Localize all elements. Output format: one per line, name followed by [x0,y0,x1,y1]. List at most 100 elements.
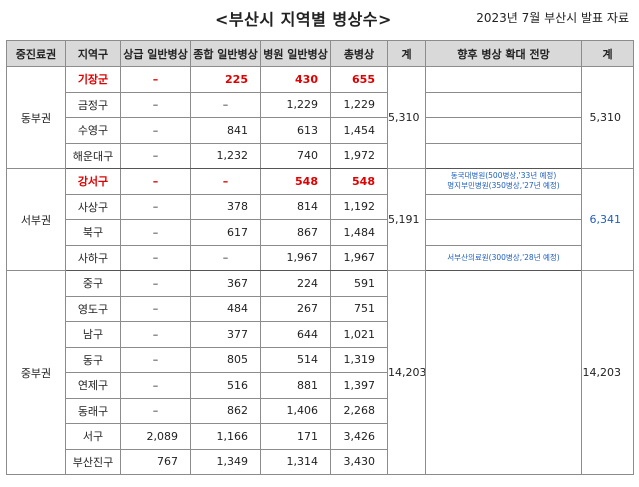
general-cell: 516 [190,372,261,399]
table-row: 남구 – 377 644 1,021 [7,321,634,348]
hospital-cell: 548 [260,168,331,195]
future-sum-cell: 6,341 [581,168,634,271]
header-sum: 계 [387,40,426,67]
table-row: 금정구 – – 1,229 1,229 [7,91,634,118]
header-hospital: 병원 일반병상 [260,40,331,67]
general-cell: 367 [190,270,261,297]
total-cell: 1,192 [330,193,388,220]
district-cell: 해운대구 [65,142,121,169]
total-cell: 548 [330,168,388,195]
district-cell: 강서구 [65,168,121,195]
total-cell: 3,426 [330,423,388,450]
general-cell: 805 [190,346,261,373]
total-cell: 3,430 [330,448,388,475]
district-cell: 부산진구 [65,448,121,475]
region-cell: 중부권 [6,270,66,475]
outlook-cell [425,270,582,475]
district-cell: 영도구 [65,295,121,322]
district-cell: 서구 [65,423,121,450]
hospital-cell: 224 [260,270,331,297]
district-cell: 남구 [65,321,121,348]
general-cell: – [190,244,261,271]
total-cell: 1,484 [330,219,388,246]
table-row: 연제구 – 516 881 1,397 [7,372,634,399]
district-cell: 동래구 [65,397,121,424]
header-tertiary: 상급 일반병상 [120,40,191,67]
table-row: 수영구 – 841 613 1,454 [7,117,634,144]
tertiary-cell: – [120,346,191,373]
page-title: <부산시 지역별 병상수> [215,10,392,29]
district-cell: 동구 [65,346,121,373]
region-cell: 서부권 [6,168,66,271]
hospital-cell: 1,406 [260,397,331,424]
region-sum-cell: 14,203 [387,270,426,475]
hospital-cell: 740 [260,142,331,169]
district-cell: 북구 [65,219,121,246]
tertiary-cell: – [120,321,191,348]
table-row: 동래구 – 862 1,406 2,268 [7,397,634,424]
region-sum-cell: 5,191 [387,168,426,271]
general-cell: – [190,168,261,195]
hospital-cell: 430 [260,66,331,93]
table-row: 사하구 – – 1,967 1,967 서부산의료원(300병상,'28년 예정… [7,244,634,271]
outlook-cell [425,117,582,144]
outlook-item: 명지부민병원(350병상,'27년 예정) [447,181,560,191]
outlook-cell [425,219,582,246]
page-header: <부산시 지역별 병상수> 2023년 7월 부산시 발표 자료 [0,6,639,30]
table-row: 동부권 기장군 – 225 430 655 5,310 5,310 [6,66,634,169]
general-cell: 617 [190,219,261,246]
page-subtitle: 2023년 7월 부산시 발표 자료 [476,11,629,25]
hospital-cell: 814 [260,193,331,220]
total-cell: 2,268 [330,397,388,424]
district-cell: 금정구 [65,91,121,118]
header-outlook: 향후 병상 확대 전망 [425,40,582,67]
district-cell: 중구 [65,270,121,297]
general-cell: 1,232 [190,142,261,169]
district-cell: 연제구 [65,372,121,399]
tertiary-cell: – [120,142,191,169]
total-cell: 1,397 [330,372,388,399]
general-cell: – [190,91,261,118]
outlook-cell: 서부산의료원(300병상,'28년 예정) [425,244,582,271]
total-cell: 1,972 [330,142,388,169]
tertiary-cell: 2,089 [120,423,191,450]
tertiary-cell: – [120,66,191,93]
tertiary-cell: – [120,168,191,195]
tertiary-cell: – [120,193,191,220]
total-cell: 751 [330,295,388,322]
header-region: 중진료권 [6,40,66,67]
future-sum-cell: 5,310 [581,66,634,169]
table-row: 영도구 – 484 267 751 [7,295,634,322]
bed-count-table: 중진료권 지역구 상급 일반병상 종합 일반병상 병원 일반병상 총병상 계 향… [6,40,634,475]
district-cell: 사하구 [65,244,121,271]
general-cell: 841 [190,117,261,144]
tertiary-cell: – [120,397,191,424]
total-cell: 1,454 [330,117,388,144]
hospital-cell: 1,967 [260,244,331,271]
table-row: 북구 – 617 867 1,484 [7,219,634,246]
district-cell: 사상구 [65,193,121,220]
total-cell: 1,021 [330,321,388,348]
total-cell: 591 [330,270,388,297]
tertiary-cell: – [120,91,191,118]
outlook-cell [425,91,582,118]
tertiary-cell: – [120,372,191,399]
table-row: 해운대구 – 1,232 740 1,972 [7,142,634,169]
total-cell: 1,229 [330,91,388,118]
outlook-cell: 동국대병원(500병상,'33년 예정) 명지부민병원(350병상,'27년 예… [425,168,582,195]
tertiary-cell: – [120,117,191,144]
hospital-cell: 1,229 [260,91,331,118]
table-row: 서부권 강서구 – – 548 548 5,191 동국대병원(500병상,'3… [6,168,634,271]
total-cell: 1,967 [330,244,388,271]
outlook-item: 동국대병원(500병상,'33년 예정) [450,171,557,181]
general-cell: 225 [190,66,261,93]
district-cell: 수영구 [65,117,121,144]
general-cell: 484 [190,295,261,322]
header-general: 종합 일반병상 [190,40,261,67]
total-cell: 655 [330,66,388,93]
hospital-cell: 1,314 [260,448,331,475]
general-cell: 1,166 [190,423,261,450]
tertiary-cell: – [120,295,191,322]
tertiary-cell: 767 [120,448,191,475]
hospital-cell: 644 [260,321,331,348]
